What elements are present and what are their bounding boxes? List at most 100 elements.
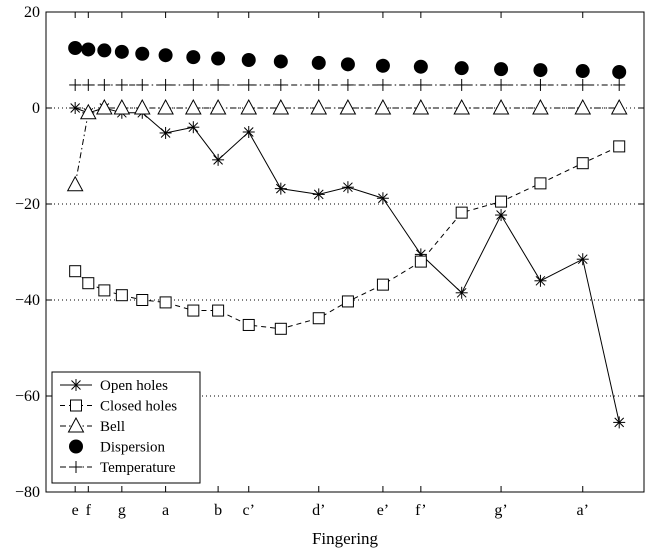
point-temperature (274, 78, 287, 91)
point-temperature (69, 78, 82, 91)
y-tick-label: 20 (24, 4, 40, 21)
point-open-holes (376, 192, 389, 205)
plot-frame (45, 11, 645, 493)
x-tick-label: g’ (494, 502, 507, 519)
legend-entry-closed-holes: Closed holes (60, 399, 177, 415)
legend-label: Bell (100, 419, 125, 435)
point-open-holes (187, 121, 200, 134)
x-tick-label: d’ (312, 502, 325, 519)
legend-marker (70, 399, 82, 412)
point-dispersion (494, 62, 509, 77)
point-bell (133, 98, 151, 115)
point-dispersion (97, 43, 112, 58)
point-closed-holes (136, 294, 149, 306)
point-closed-holes (414, 255, 427, 268)
point-closed-holes (455, 206, 468, 219)
y-tick-label: −80 (15, 484, 40, 501)
point-closed-holes (341, 295, 354, 308)
y-tick-label: 0 (32, 100, 40, 117)
point-closed-holes (534, 177, 547, 190)
point-open-holes (576, 253, 589, 266)
point-temperature (136, 78, 149, 91)
axis-ticks: 20 0 −20 −40 −60 −80 e f g a b c’ d’ e’ f’ g’ a’ (15, 4, 644, 519)
point-closed-holes (312, 312, 325, 325)
point-dispersion (311, 55, 326, 70)
point-temperature (534, 78, 547, 91)
y-tick-label: −60 (15, 388, 40, 405)
point-open-holes (274, 182, 287, 195)
point-bell (113, 98, 131, 115)
y-tick-label: −20 (15, 196, 40, 213)
point-temperature (187, 78, 200, 91)
point-dispersion (273, 54, 288, 69)
point-open-holes (455, 286, 468, 299)
legend-label: Dispersion (100, 440, 165, 456)
legend-entry-bell: Bell (60, 416, 125, 435)
point-bell (209, 98, 227, 115)
point-dispersion (340, 57, 355, 72)
point-bell (272, 98, 290, 115)
point-closed-holes (82, 277, 95, 290)
point-closed-holes (376, 278, 389, 291)
point-dispersion (575, 64, 590, 79)
point-temperature (613, 78, 626, 91)
point-bell (453, 98, 471, 115)
point-dispersion (211, 51, 226, 66)
point-closed-holes (613, 140, 626, 153)
point-dispersion (135, 46, 150, 61)
point-temperature (159, 78, 172, 91)
point-temperature (212, 78, 225, 91)
point-open-holes (341, 181, 354, 194)
point-bell (157, 98, 174, 115)
point-closed-holes (576, 157, 589, 170)
point-temperature (115, 78, 128, 91)
point-open-holes (242, 126, 255, 138)
point-bell (310, 98, 328, 115)
point-closed-holes (242, 318, 255, 331)
point-temperature (376, 78, 389, 91)
x-tick-label: f’ (415, 502, 427, 519)
series-bell (66, 98, 628, 192)
point-temperature (312, 78, 325, 91)
x-tick-label: a (162, 502, 169, 519)
point-closed-holes (187, 304, 200, 317)
point-bell (96, 98, 113, 115)
point-open-holes (534, 274, 547, 287)
point-closed-holes (212, 304, 225, 317)
x-tick-label: e’ (377, 502, 389, 519)
point-dispersion (158, 48, 173, 63)
point-dispersion (413, 59, 428, 74)
legend-marker (70, 461, 82, 473)
legend-entry-temperature: Temperature (60, 460, 176, 476)
point-temperature (341, 78, 354, 91)
point-open-holes (212, 153, 225, 166)
x-tick-label: f (86, 502, 92, 519)
point-bell (240, 98, 258, 115)
point-bell (66, 175, 84, 192)
point-bell (339, 98, 357, 115)
series-dispersion (68, 41, 627, 79)
point-closed-holes (274, 322, 287, 335)
point-closed-holes (495, 195, 508, 208)
point-open-holes (159, 126, 172, 139)
point-temperature (576, 78, 589, 91)
point-temperature (98, 78, 111, 91)
x-tick-label: e (72, 502, 79, 519)
point-dispersion (533, 63, 548, 78)
point-dispersion (186, 50, 201, 65)
legend-marker (67, 416, 85, 433)
point-bell (492, 98, 510, 115)
legend-marker (69, 439, 83, 454)
legend-label: Temperature (100, 460, 176, 476)
series-temperature (69, 78, 626, 91)
point-temperature (455, 78, 468, 91)
x-tick-label: g (118, 502, 126, 519)
point-bell (374, 98, 392, 115)
point-open-holes (613, 416, 626, 429)
series-closed-holes (69, 140, 626, 335)
x-tick-label: c’ (243, 502, 255, 519)
grid-lines (46, 107, 644, 397)
point-temperature (82, 78, 95, 91)
point-closed-holes (115, 289, 128, 302)
